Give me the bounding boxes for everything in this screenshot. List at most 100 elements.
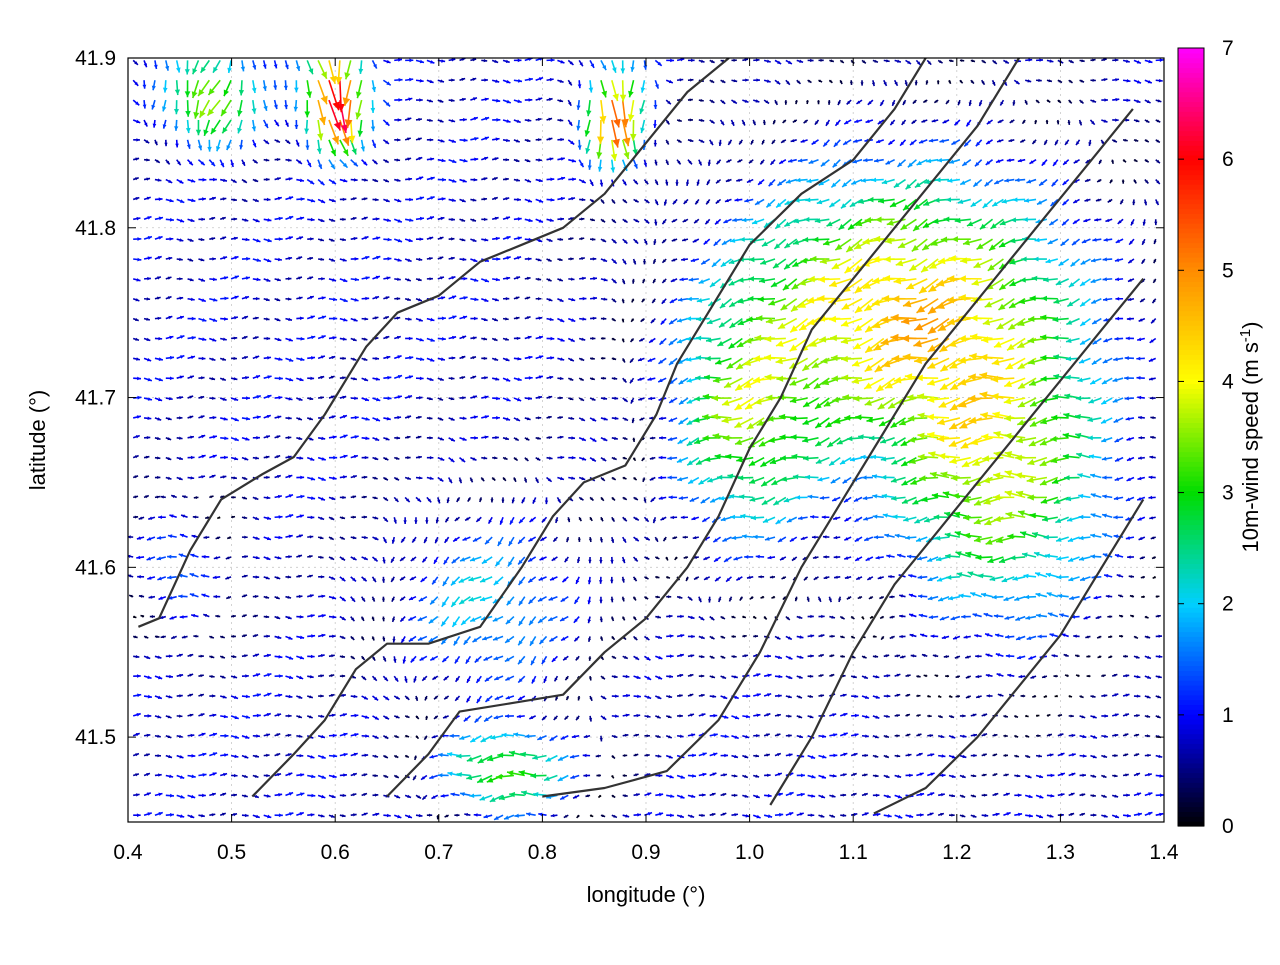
wind-arrow (264, 516, 271, 520)
wind-arrow (304, 100, 310, 117)
wind-arrow (275, 753, 281, 756)
wind-arrow (307, 675, 313, 678)
wind-arrow (416, 416, 422, 419)
wind-arrow (329, 775, 337, 779)
wind-arrow (416, 795, 421, 798)
wind-arrow (427, 497, 431, 502)
colorbar-segment (1178, 500, 1204, 505)
wind-arrow (1101, 398, 1112, 404)
wind-arrow (1137, 477, 1144, 481)
wind-arrow (253, 517, 259, 520)
wind-arrow (935, 536, 949, 541)
wind-arrow (416, 258, 422, 261)
wind-arrow (653, 259, 656, 264)
wind-arrow (307, 296, 314, 299)
wind-arrow (209, 197, 216, 200)
wind-arrow (470, 278, 478, 282)
wind-arrow (753, 99, 759, 102)
wind-arrow (986, 654, 993, 657)
wind-arrow (1043, 277, 1058, 282)
wind-arrow (133, 100, 139, 105)
wind-arrow (895, 654, 900, 657)
wind-arrow (679, 496, 688, 500)
wind-arrow (775, 714, 781, 717)
colorbar-segment (1178, 247, 1204, 252)
wind-arrow (198, 694, 203, 697)
wind-arrow (144, 734, 150, 737)
wind-arrow (808, 794, 816, 798)
wind-arrow (1113, 357, 1123, 361)
wind-arrow (1110, 180, 1113, 184)
wind-arrow (416, 177, 423, 180)
wind-arrow (166, 296, 172, 299)
wind-arrow (834, 536, 841, 539)
wind-arrow (906, 734, 911, 737)
wind-arrow (1090, 59, 1095, 62)
wind-arrow (829, 674, 834, 677)
wind-arrow (986, 140, 992, 144)
wind-arrow (536, 199, 543, 202)
wind-arrow (1149, 377, 1156, 380)
wind-arrow (1156, 595, 1160, 598)
wind-arrow (863, 158, 873, 162)
wind-arrow (909, 594, 916, 598)
wind-arrow (863, 496, 873, 500)
wind-arrow (688, 118, 693, 121)
wind-arrow (484, 815, 493, 819)
wind-arrow (634, 793, 640, 796)
colorbar-tick-label: 5 (1222, 259, 1234, 282)
colorbar-gradient (1178, 48, 1204, 827)
wind-arrow (1058, 773, 1065, 776)
wind-arrow (252, 100, 257, 114)
wind-arrow (480, 577, 492, 582)
wind-arrow (675, 557, 678, 560)
wind-arrow (634, 477, 637, 480)
wind-arrow (946, 197, 960, 202)
wind-arrow (1025, 755, 1030, 758)
wind-arrow (764, 100, 769, 103)
wind-arrow (579, 418, 585, 421)
wind-arrow (296, 773, 304, 777)
wind-arrow (634, 537, 639, 541)
wind-arrow (579, 378, 584, 381)
wind-arrow (166, 675, 173, 679)
wind-arrow (960, 714, 966, 717)
wind-arrow (264, 159, 270, 162)
wind-arrow (910, 634, 917, 637)
wind-arrow (873, 515, 884, 519)
wind-arrow (242, 634, 247, 637)
wind-arrow (1141, 576, 1145, 579)
wind-arrow (536, 98, 543, 101)
wind-arrow (1080, 813, 1085, 816)
wind-arrow (294, 80, 299, 92)
wind-arrow (424, 537, 427, 543)
wind-arrow (905, 536, 916, 540)
wind-arrow (1056, 575, 1068, 580)
colorbar-segment (1178, 281, 1204, 286)
wind-arrow (666, 715, 671, 718)
wind-arrow (829, 616, 835, 619)
wind-arrow (632, 418, 635, 423)
wind-arrow (913, 100, 917, 103)
wind-arrow (307, 634, 315, 638)
wind-arrow (817, 100, 820, 104)
wind-arrow (622, 279, 625, 284)
wind-arrow (862, 754, 868, 757)
wind-arrow (666, 794, 674, 798)
wind-arrow (634, 695, 641, 699)
wind-arrow (650, 437, 655, 440)
wind-arrow (318, 674, 324, 677)
wind-arrow (944, 655, 949, 658)
wind-arrow (1112, 734, 1118, 737)
wind-arrow (432, 577, 438, 585)
wind-arrow (449, 179, 457, 183)
wind-arrow (601, 417, 608, 420)
wind-arrow (786, 792, 794, 796)
wind-arrow (154, 140, 157, 145)
wind-arrow (998, 694, 1004, 697)
wind-arrow (1128, 279, 1134, 282)
wind-arrow (623, 734, 629, 737)
wind-arrow (971, 80, 974, 83)
wind-arrow (890, 636, 895, 639)
wind-arrow (1112, 59, 1118, 62)
